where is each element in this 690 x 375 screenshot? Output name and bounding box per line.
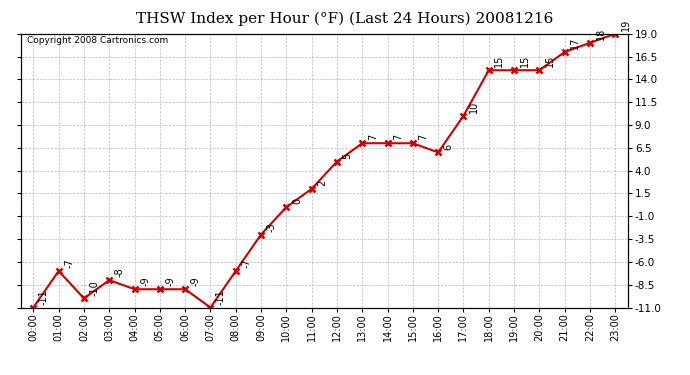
Text: 15: 15	[545, 55, 555, 68]
Text: 17: 17	[570, 37, 580, 49]
Text: 19: 19	[621, 19, 631, 31]
Text: Copyright 2008 Cartronics.com: Copyright 2008 Cartronics.com	[27, 36, 168, 45]
Text: -11: -11	[39, 289, 49, 305]
Text: 0: 0	[292, 198, 302, 204]
Text: 7: 7	[368, 134, 378, 141]
Text: -7: -7	[241, 258, 251, 268]
Text: 7: 7	[418, 134, 428, 141]
Text: 15: 15	[494, 55, 504, 68]
Text: -3: -3	[266, 222, 277, 232]
Text: -9: -9	[166, 277, 175, 286]
Text: THSW Index per Hour (°F) (Last 24 Hours) 20081216: THSW Index per Hour (°F) (Last 24 Hours)…	[137, 11, 553, 26]
Text: 2: 2	[317, 180, 327, 186]
Text: 6: 6	[444, 144, 454, 150]
Text: -8: -8	[115, 268, 125, 278]
Text: -11: -11	[216, 289, 226, 305]
Text: 15: 15	[520, 55, 530, 68]
Text: 5: 5	[342, 153, 353, 159]
Text: -7: -7	[64, 258, 75, 268]
Text: -9: -9	[140, 277, 150, 286]
Text: 10: 10	[469, 101, 479, 113]
Text: 7: 7	[393, 134, 403, 141]
Text: -10: -10	[90, 280, 99, 296]
Text: -9: -9	[190, 277, 201, 286]
Text: 18: 18	[595, 28, 606, 40]
